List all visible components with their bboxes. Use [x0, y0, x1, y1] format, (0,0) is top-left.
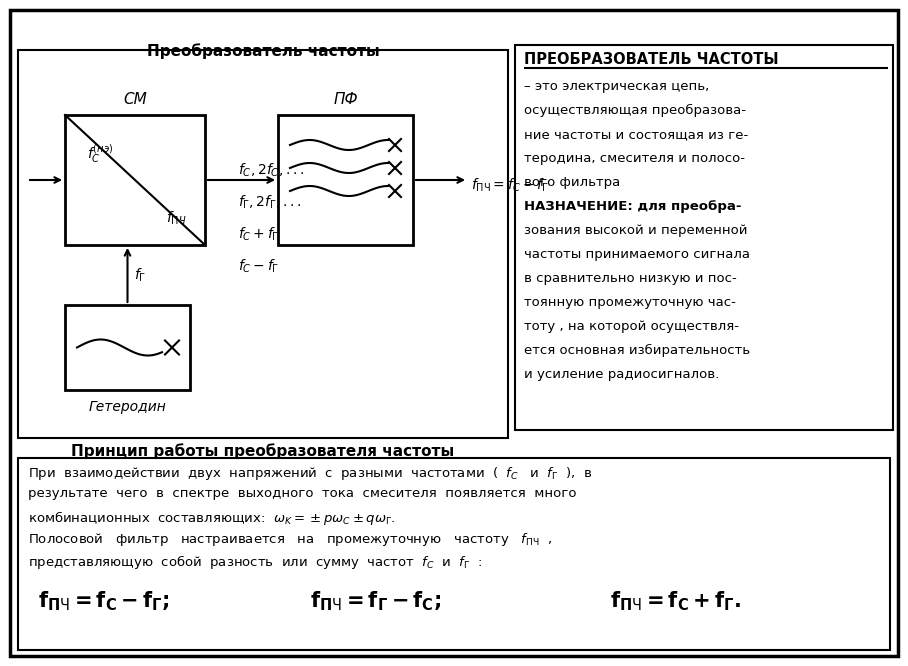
Text: и усиление радиосигналов.: и усиление радиосигналов. [524, 368, 719, 381]
Text: в сравнительно низкую и пос-: в сравнительно низкую и пос- [524, 272, 736, 285]
Bar [515, 45, 893, 430]
Text: вого фильтра: вого фильтра [524, 176, 620, 189]
Text: теродина, смесителя и полосо-: теродина, смесителя и полосо- [524, 152, 745, 165]
Text: НАЗНАЧЕНИЕ: для преобра-: НАЗНАЧЕНИЕ: для преобра- [524, 200, 742, 213]
Text: Гетеродин: Гетеродин [89, 400, 166, 414]
Text: тоту , на которой осуществля-: тоту , на которой осуществля- [524, 320, 739, 333]
Text: представляющую  собой  разность  или  сумму  частот  $f_C$  и  $f_{\Gamma}$  :: представляющую собой разность или сумму … [28, 553, 482, 571]
Text: $\mathbf{f_{\Pi\mathrm{Ч}} = f_C - f_{\Gamma}}$;: $\mathbf{f_{\Pi\mathrm{Ч}} = f_C - f_{\G… [38, 589, 169, 613]
Text: ПФ: ПФ [333, 92, 358, 107]
Text: Полосовой   фильтр   настраивается   на   промежуточную   частоту   $f_{\Pi\math: Полосовой фильтр настраивается на промеж… [28, 531, 552, 548]
Bar [278, 115, 413, 245]
Text: $f_{\Gamma}$: $f_{\Gamma}$ [134, 266, 147, 284]
Text: ется основная избирательность: ется основная избирательность [524, 344, 750, 357]
Text: $f_C, 2f_C,...$: $f_C, 2f_C,...$ [238, 161, 304, 178]
Bar [65, 305, 190, 390]
Bar [18, 50, 508, 438]
Text: $f_{\Gamma}, 2f_{\Gamma},...$: $f_{\Gamma}, 2f_{\Gamma},...$ [238, 193, 301, 210]
Text: – это электрическая цепь,: – это электрическая цепь, [524, 80, 709, 93]
Bar [18, 458, 890, 650]
Text: При  взаимодействии  двух  напряжений  с  разными  частотами  (  $f_C$   и  $f_{: При взаимодействии двух напряжений с раз… [28, 465, 592, 482]
Text: СМ: СМ [123, 92, 147, 107]
Text: результате  чего  в  спектре  выходного  тока  смесителя  появляется  много: результате чего в спектре выходного тока… [28, 487, 577, 500]
Text: зования высокой и переменной: зования высокой и переменной [524, 224, 747, 237]
Text: ПРЕОБРАЗОВАТЕЛЬ ЧАСТОТЫ: ПРЕОБРАЗОВАТЕЛЬ ЧАСТОТЫ [524, 52, 779, 67]
Text: осуществляющая преобразова-: осуществляющая преобразова- [524, 104, 746, 117]
Text: $f_C - f_{\Gamma}$: $f_C - f_{\Gamma}$ [238, 257, 280, 274]
Text: комбинационных  составляющих:  $\omega_K = \pm p\omega_C \pm q\omega_{\Gamma}$.: комбинационных составляющих: $\omega_K =… [28, 509, 396, 527]
Text: частоты принимаемого сигнала: частоты принимаемого сигнала [524, 248, 750, 261]
Text: $f_{\Pi\mathit{Ч}}$: $f_{\Pi\mathit{Ч}}$ [166, 210, 187, 227]
Text: $\mathbf{f_{\Pi\mathrm{Ч}}  =  f_{\Gamma} - f_C}$;: $\mathbf{f_{\Pi\mathrm{Ч}} = f_{\Gamma} … [310, 589, 441, 613]
Bar [65, 115, 205, 245]
Text: $\mathbf{f_{\Pi\mathrm{Ч}}  =  f_C + f_{\Gamma}}$.: $\mathbf{f_{\Pi\mathrm{Ч}} = f_C + f_{\G… [610, 589, 741, 613]
Text: $f_C + f_{\Gamma}$: $f_C + f_{\Gamma}$ [238, 225, 280, 242]
Text: $f_{\Pi\mathrm{Ч}} = f_C - f_{\Gamma}$: $f_{\Pi\mathrm{Ч}} = f_C - f_{\Gamma}$ [471, 176, 548, 194]
Text: тоянную промежуточную час-: тоянную промежуточную час- [524, 296, 735, 309]
Text: Принцип работы преобразователя частоты: Принцип работы преобразователя частоты [72, 443, 455, 459]
Text: $f_C^{(\mathit{нэ})}$: $f_C^{(\mathit{нэ})}$ [87, 143, 114, 165]
Text: ние частоты и состоящая из ге-: ние частоты и состоящая из ге- [524, 128, 748, 141]
Text: Преобразователь частоты: Преобразователь частоты [146, 43, 380, 59]
